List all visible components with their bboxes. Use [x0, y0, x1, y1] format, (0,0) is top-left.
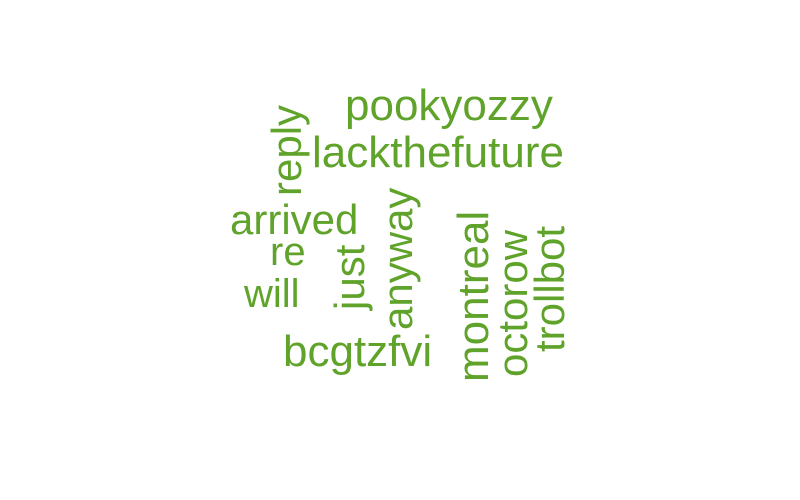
- word-will: will: [244, 272, 300, 316]
- word-pookyozzy: pookyozzy: [345, 81, 553, 130]
- word-lackthefuture: lackthefuture: [312, 128, 564, 177]
- word-bcgtzfvi: bcgtzfvi: [283, 327, 433, 376]
- word-re: re: [270, 230, 306, 274]
- word-just: just: [326, 244, 373, 310]
- word-anyway: anyway: [374, 187, 421, 330]
- word-arrived: arrived: [230, 196, 359, 243]
- word-reply: reply: [263, 104, 310, 196]
- word-trollbot: trollbot: [526, 225, 573, 352]
